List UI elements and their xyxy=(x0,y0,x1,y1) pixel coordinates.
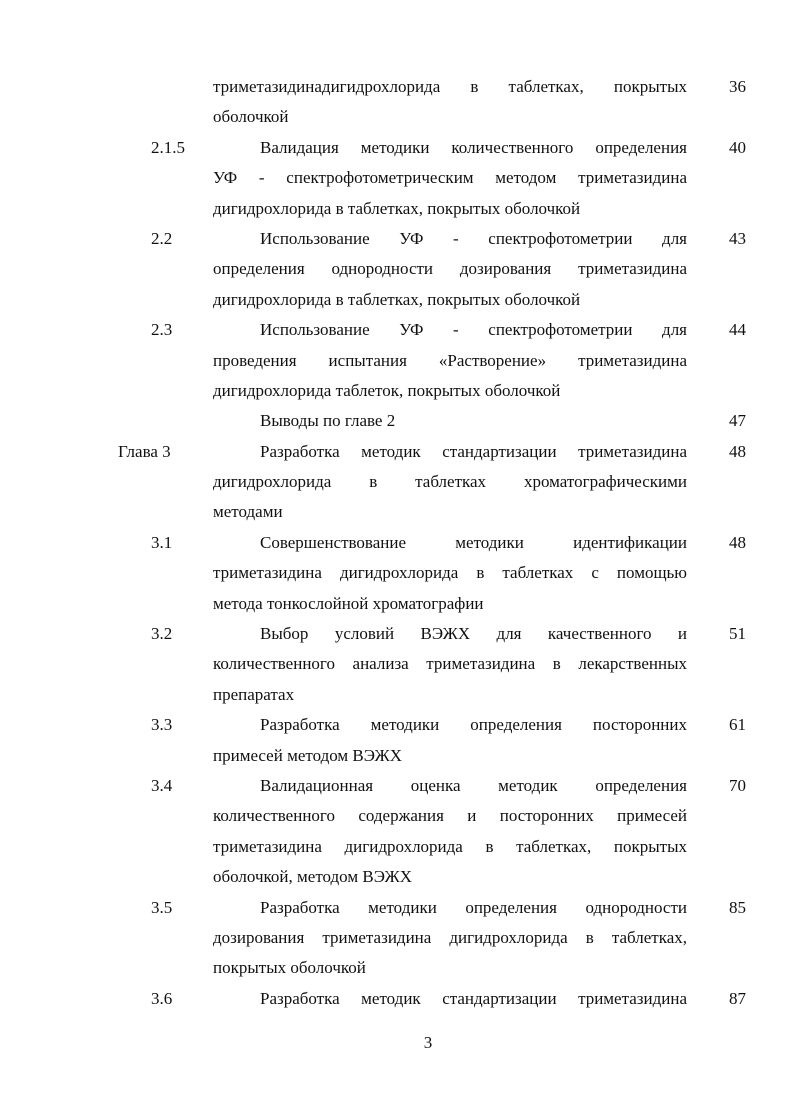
toc-entry-title-line: Разработка методики определения посторон… xyxy=(260,715,687,735)
toc-entry-title-line: проведения испытания «Растворение» триме… xyxy=(213,350,687,370)
toc-entry: Глава 3 Разработка методик стандартизации… xyxy=(0,437,798,528)
toc-entry-title-line: Разработка методики определения однородн… xyxy=(260,897,687,917)
page-number: 3 xyxy=(423,1033,433,1052)
toc-entry-number: Глава 3 xyxy=(118,441,171,461)
toc-entry-page: 48 xyxy=(729,532,746,552)
toc-entry: 3.3 Разработка методики определения посто… xyxy=(0,710,798,771)
toc-entry-title-line: дозирования триметазидина дигидрохлорида… xyxy=(213,927,687,947)
toc-entry: Выводы по главе 2 47 xyxy=(0,406,798,436)
toc-entry-number: 3.5 xyxy=(151,897,173,917)
toc-entry-title-line: дигидрохлорида таблеток, покрытых оболоч… xyxy=(213,380,561,400)
toc-entry-page: 61 xyxy=(729,715,746,735)
toc-entry: 3.1 Совершенствование методики идентифика… xyxy=(0,528,798,619)
toc-entry-title-line: дигидрохлорида в таблетках, покрытых обо… xyxy=(213,198,581,218)
toc-entry-page: 44 xyxy=(729,320,746,340)
toc-entry-page: 70 xyxy=(729,775,746,795)
toc-entry: 3.4 Валидационная оценка методик определе… xyxy=(0,771,798,893)
toc-entry-title-line: методами xyxy=(213,502,283,522)
toc-entry-title-line: дигидрохлорида в таблетках, покрытых обо… xyxy=(213,289,581,309)
toc-entry-title-line: Валидация методики количественного опред… xyxy=(260,137,687,157)
toc-entry: 3.2 Выбор условий ВЭЖХ для качественного … xyxy=(0,619,798,710)
toc-entry-title-line: Выбор условий ВЭЖХ для качественного и xyxy=(260,624,687,644)
toc-entry-title-line: Использование УФ - спектрофотометрии для xyxy=(260,228,687,248)
toc-entry-number: 3.2 xyxy=(151,624,173,644)
toc-entry-title-line: Выводы по главе 2 xyxy=(260,411,396,431)
toc-entry: 2.3 Использование УФ - спектрофотометрии … xyxy=(0,315,798,406)
toc-entry: 3.6 Разработка методик стандартизации три… xyxy=(0,984,798,1014)
toc-entry-title-line: препаратах xyxy=(213,684,295,704)
toc-entry-number: 2.2 xyxy=(151,228,173,248)
toc-entry-title-line: определения однородности дозирования три… xyxy=(213,259,687,279)
toc-entry-title-line: покрытых оболочкой xyxy=(213,958,366,978)
toc-entry-title-line: Совершенствование методики идентификации xyxy=(260,532,687,552)
toc-entry-page: 47 xyxy=(729,411,746,431)
toc-entry-number: 2.1.5 xyxy=(151,137,185,157)
toc-entry-page: 85 xyxy=(729,897,746,917)
toc-entry-title-line: УФ - спектрофотометрическим методом трим… xyxy=(213,168,687,188)
toc-entry: 2.1.5 Валидация методики количественного … xyxy=(0,133,798,224)
toc-entry-number: 3.1 xyxy=(151,532,173,552)
toc-entry-title-line: оболочкой, методом ВЭЖХ xyxy=(213,867,413,887)
toc-entry-title-line: количественного анализа триметазидина в … xyxy=(213,654,687,674)
toc-entry-page: 36 xyxy=(729,77,746,96)
table-of-contents: триметазидинадигидрохлорида в таблетках,… xyxy=(0,72,798,1014)
toc-entry-title-line: триметазидина дигидрохлорида в таблетках… xyxy=(213,563,687,583)
toc-entry-title-line: примесей методом ВЭЖХ xyxy=(213,745,403,765)
toc-entry-page: 87 xyxy=(729,988,746,1008)
toc-entry-title-line: дигидрохлорида в таблетках хроматографич… xyxy=(213,472,687,492)
toc-entry-title-line: метода тонкослойной хроматографии xyxy=(213,593,484,613)
toc-entry-title-line: триметазидина дигидрохлорида в таблетках… xyxy=(213,836,687,856)
toc-entry: 2.2 Использование УФ - спектрофотометрии … xyxy=(0,224,798,315)
toc-entry-page: 40 xyxy=(729,137,746,157)
toc-entry: триметазидинадигидрохлорида в таблетках,… xyxy=(0,72,798,133)
toc-entry-title-line: Разработка методик стандартизации тримет… xyxy=(260,988,687,1008)
toc-entry-title-line: Использование УФ - спектрофотометрии для xyxy=(260,320,687,340)
toc-entry-number: 2.3 xyxy=(151,320,173,340)
toc-entry-title-line: триметазидинадигидрохлорида в таблетках,… xyxy=(213,77,687,96)
toc-entry-page: 43 xyxy=(729,228,746,248)
toc-entry-title-line: Разработка методик стандартизации тримет… xyxy=(260,441,687,461)
toc-entry-number: 3.4 xyxy=(151,775,173,795)
toc-entry-title-line: количественного содержания и посторонних… xyxy=(213,806,687,826)
toc-entry-number: 3.3 xyxy=(151,715,173,735)
toc-entry-title-line: оболочкой xyxy=(213,107,289,127)
toc-entry-number: 3.6 xyxy=(151,988,173,1008)
toc-entry-title-line: Валидационная оценка методик определения xyxy=(260,775,687,795)
toc-entry-page: 51 xyxy=(729,624,746,644)
toc-entry: 3.5 Разработка методики определения однор… xyxy=(0,893,798,984)
toc-entry-page: 48 xyxy=(729,441,746,461)
